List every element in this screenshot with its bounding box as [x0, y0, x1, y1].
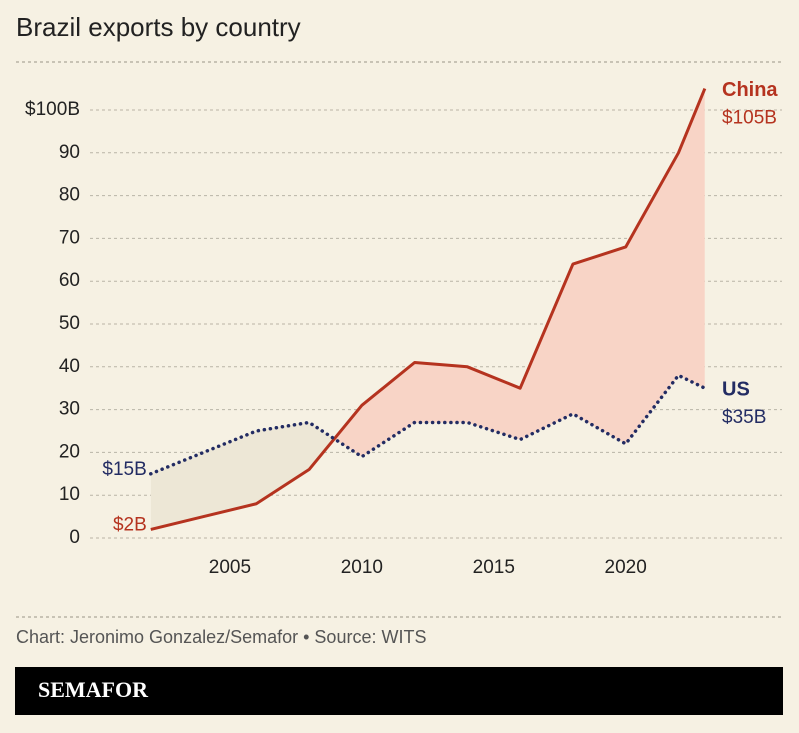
y-tick-label: 0 — [69, 527, 80, 548]
value-label: $15B — [102, 459, 146, 480]
brand-bar — [15, 667, 783, 715]
series-line — [150, 88, 707, 531]
y-tick-label: $100B — [25, 99, 80, 120]
x-tick-label: 2010 — [341, 557, 383, 578]
x-tick-label: 2005 — [209, 557, 251, 578]
y-tick-label: 10 — [59, 484, 80, 505]
series-name: US — [722, 378, 750, 400]
y-tick-label: 30 — [59, 399, 80, 420]
y-tick-label: 50 — [59, 313, 80, 334]
y-tick-label: 60 — [59, 270, 80, 291]
value-label: $35B — [722, 407, 766, 428]
y-tick-label: 40 — [59, 356, 80, 377]
chart-title: Brazil exports by country — [16, 12, 301, 42]
x-tick-label: 2015 — [473, 557, 515, 578]
series-line — [149, 373, 707, 476]
y-tick-label: 80 — [59, 185, 80, 206]
x-tick-label: 2020 — [605, 557, 647, 578]
value-label: $105B — [722, 108, 777, 129]
y-tick-label: 20 — [59, 441, 80, 462]
y-tick-label: 90 — [59, 142, 80, 163]
brand: SEMAFOR — [38, 677, 149, 702]
source-note: Chart: Jeronimo Gonzalez/Semafor • Sourc… — [16, 627, 426, 647]
series-name: China — [722, 79, 778, 101]
y-tick-label: 70 — [59, 227, 80, 248]
value-label: $2B — [113, 514, 147, 535]
